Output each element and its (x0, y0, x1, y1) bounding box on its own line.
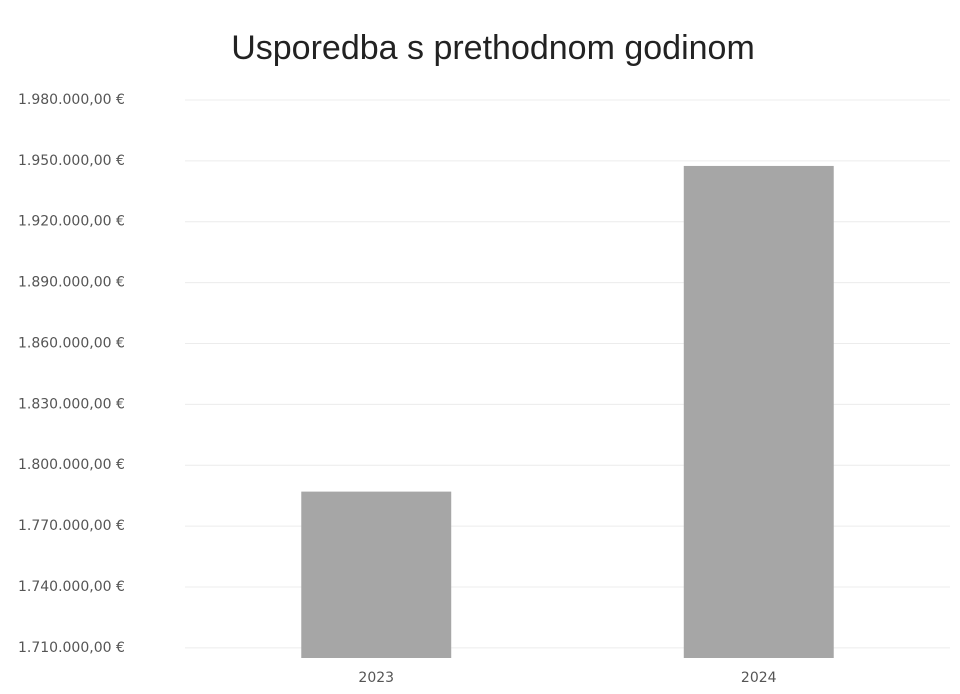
y-tick-label: 1.950.000,00 € (18, 153, 125, 169)
x-tick-label: 2024 (741, 670, 777, 686)
y-tick-label: 1.980.000,00 € (18, 92, 125, 108)
y-tick-label: 1.920.000,00 € (18, 214, 125, 230)
y-tick-label: 1.770.000,00 € (18, 518, 125, 534)
y-tick-label: 1.890.000,00 € (18, 275, 125, 291)
y-tick-label: 1.800.000,00 € (18, 457, 125, 473)
y-tick-label: 1.710.000,00 € (18, 640, 125, 656)
bar (301, 491, 452, 658)
chart-title: Usporedba s prethodnom godinom (231, 29, 755, 67)
y-tick-label: 1.860.000,00 € (18, 335, 125, 351)
bar (683, 165, 834, 659)
x-tick-label: 2023 (358, 670, 394, 686)
y-tick-label: 1.740.000,00 € (18, 579, 125, 595)
y-tick-label: 1.830.000,00 € (18, 396, 125, 412)
